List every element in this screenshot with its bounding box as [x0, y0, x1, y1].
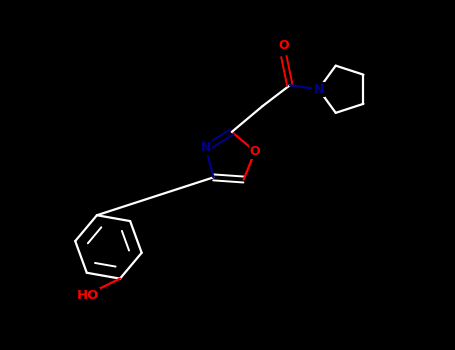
Text: O: O [278, 39, 289, 52]
Text: O: O [250, 145, 260, 158]
Text: N: N [313, 83, 324, 96]
Text: HO: HO [77, 289, 100, 302]
Text: N: N [201, 141, 211, 154]
